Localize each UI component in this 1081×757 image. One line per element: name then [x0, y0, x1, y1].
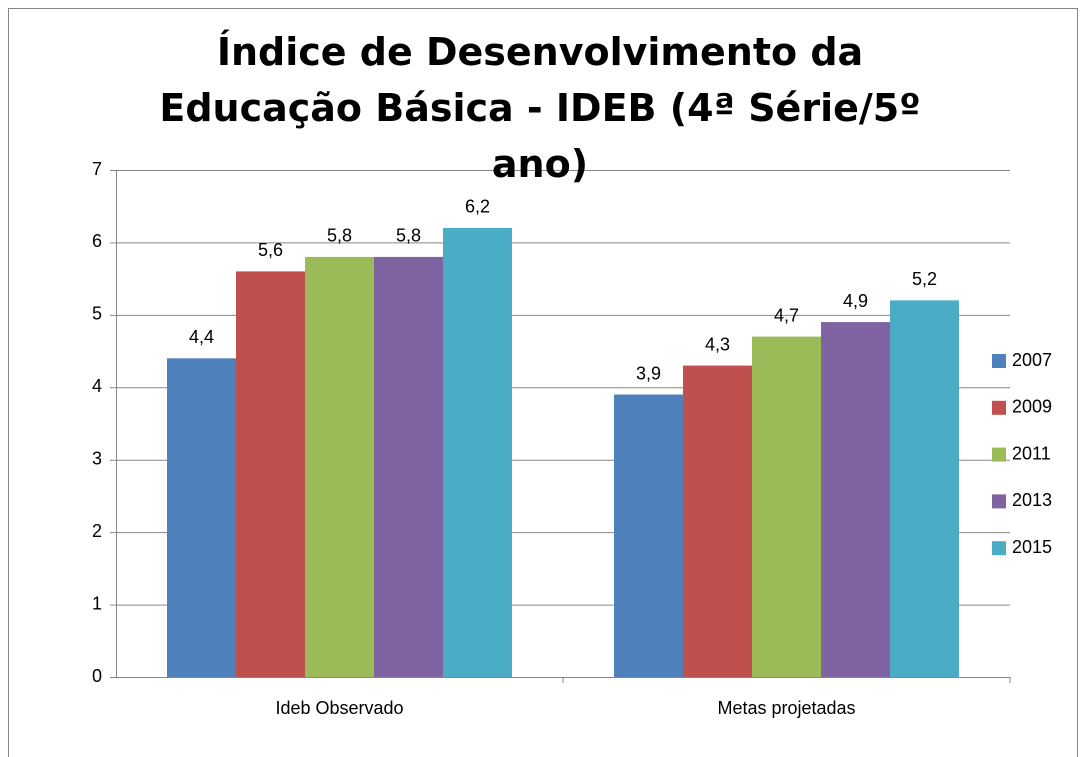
y-tick-label: 5	[92, 304, 102, 324]
y-tick-label: 3	[92, 448, 102, 468]
chart-title: Índice de Desenvolvimento da Educação Bá…	[159, 30, 921, 186]
value-label: 4,3	[705, 334, 730, 354]
bar	[305, 256, 374, 677]
value-label: 5,8	[327, 226, 352, 246]
y-tick-label: 6	[92, 231, 102, 251]
y-tick-label: 4	[92, 376, 102, 396]
y-tick-label: 1	[92, 593, 102, 613]
bar	[374, 256, 443, 677]
x-tick-label: Ideb Observado	[275, 698, 403, 718]
value-label: 5,2	[912, 269, 937, 289]
value-label: 4,4	[189, 327, 214, 347]
y-tick-label: 7	[92, 159, 102, 179]
legend-label: 2009	[1012, 397, 1052, 417]
value-label: 5,8	[396, 226, 421, 246]
value-label: 6,2	[465, 197, 490, 217]
legend-swatch	[992, 494, 1006, 509]
value-label: 3,9	[636, 363, 661, 383]
legend-swatch	[992, 541, 1006, 556]
legend-label: 2015	[1012, 537, 1052, 557]
bar	[752, 336, 821, 677]
bar	[821, 322, 890, 677]
value-label: 4,7	[774, 305, 799, 325]
chart-border	[8, 8, 1078, 757]
value-label: 5,6	[258, 240, 283, 260]
bar	[890, 300, 959, 677]
legend-swatch	[992, 447, 1006, 462]
bar	[683, 365, 752, 677]
legend-swatch	[992, 400, 1006, 415]
y-tick-label: 0	[92, 666, 102, 686]
legend-label: 2007	[1012, 350, 1052, 370]
y-tick-label: 2	[92, 521, 102, 541]
legend-label: 2011	[1012, 443, 1051, 463]
x-tick-label: Metas projetadas	[717, 698, 855, 718]
bar	[614, 394, 683, 677]
value-label: 4,9	[843, 291, 868, 311]
legend-label: 2013	[1012, 490, 1052, 510]
legend-swatch	[992, 354, 1006, 368]
bar	[443, 227, 512, 677]
bar	[167, 358, 236, 677]
bar	[236, 271, 305, 677]
